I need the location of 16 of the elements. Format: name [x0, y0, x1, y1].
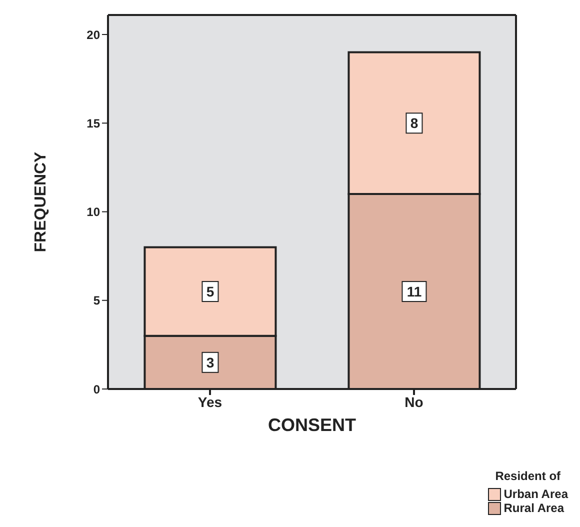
y-tick-label: 0: [93, 382, 100, 396]
legend-label: Rural Area: [504, 501, 564, 515]
data-label: 11: [406, 284, 422, 300]
y-tick-label: 20: [86, 28, 100, 42]
data-label: 5: [206, 284, 214, 300]
x-tick-label: No: [404, 394, 424, 410]
y-tick-label: 15: [86, 116, 100, 130]
y-axis-title: FREQUENCY: [32, 151, 50, 252]
y-tick-label: 10: [86, 205, 100, 220]
data-label: 3: [206, 354, 214, 370]
data-label: 8: [410, 115, 418, 132]
x-axis-title: CONSENT: [268, 415, 356, 435]
legend-label: Urban Area: [504, 487, 568, 501]
x-tick-label: Yes: [198, 394, 222, 410]
y-tick-label: 5: [93, 294, 100, 308]
legend-title: Resident of: [494, 469, 562, 483]
